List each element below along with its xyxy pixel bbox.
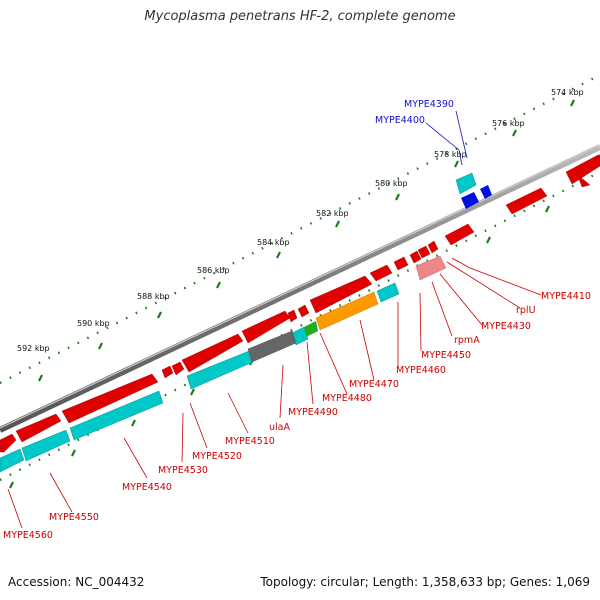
reverse-genes — [0, 172, 477, 473]
gene-label: MYPE4510 — [225, 436, 275, 447]
gene-label: MYPE4530 — [158, 465, 208, 476]
gene-label: ulaA — [269, 422, 290, 433]
tick-label: 592 kbp — [17, 344, 50, 353]
gene-label: MYPE4430 — [481, 321, 531, 332]
orange-gene — [315, 291, 379, 331]
tick-label: 578 kbp — [434, 150, 467, 159]
gene-labels: MYPE4410 rplU MYPE4430 rpmA MYPE4450 MYP… — [3, 99, 591, 541]
green-gene — [304, 321, 318, 337]
gene-label: MYPE4470 — [349, 379, 399, 390]
blue-genes — [461, 185, 492, 209]
genome-summary-text: Topology: circular; Length: 1,358,633 bp… — [260, 575, 590, 589]
accession-text: Accession: NC_004432 — [8, 575, 145, 589]
gene-label: rplU — [516, 305, 536, 316]
gene-label: MYPE4400 — [375, 115, 425, 126]
gene-label: MYPE4490 — [288, 407, 338, 418]
tick-label: 574 kbp — [551, 88, 584, 97]
tick-label: 586 kbp — [197, 266, 230, 275]
page-title: Mycoplasma penetrans HF-2, complete geno… — [144, 9, 456, 24]
gene-label: MYPE4390 — [404, 99, 454, 110]
kbp-labels: 574 kbp 576 kbp 578 kbp 580 kbp 582 kbp … — [17, 88, 584, 353]
gray-gene — [247, 330, 297, 363]
tick-label: 588 kbp — [137, 292, 170, 301]
forward-genes — [0, 154, 600, 453]
gene-label: MYPE4480 — [322, 393, 372, 404]
gene-label: MYPE4550 — [49, 512, 99, 523]
gene-label: MYPE4520 — [192, 451, 242, 462]
gene-label: MYPE4540 — [122, 482, 172, 493]
gene-label: MYPE4410 — [541, 291, 591, 302]
tick-label: 582 kbp — [316, 209, 349, 218]
gene-label: MYPE4460 — [396, 365, 446, 376]
gene-label: rpmA — [454, 335, 480, 346]
genome-backbone — [0, 144, 600, 433]
leader-lines — [7, 110, 542, 529]
tick-label: 576 kbp — [492, 119, 525, 128]
tick-label: 580 kbp — [375, 179, 408, 188]
gene-label: MYPE4450 — [421, 350, 471, 361]
tick-label: 590 kbp — [77, 319, 110, 328]
tick-label: 584 kbp — [257, 238, 290, 247]
pink-gene — [415, 255, 447, 281]
gene-label: MYPE4560 — [3, 530, 53, 541]
